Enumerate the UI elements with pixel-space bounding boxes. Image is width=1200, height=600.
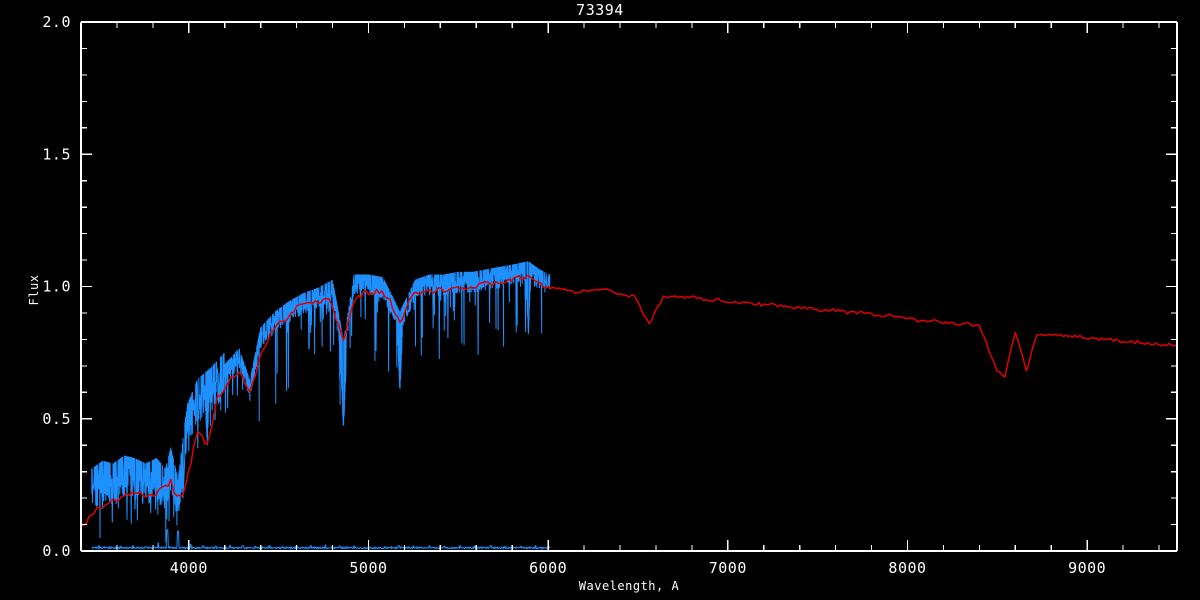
x-axis-title: Wavelength, A bbox=[579, 579, 680, 593]
observed-spectrum-line bbox=[91, 261, 551, 543]
y-tick-label: 0.5 bbox=[42, 410, 71, 428]
y-tick-label: 0.0 bbox=[42, 542, 71, 560]
x-tick-label: 7000 bbox=[709, 559, 747, 577]
x-tick-label: 4000 bbox=[170, 559, 208, 577]
y-tick-label: 1.0 bbox=[42, 278, 71, 296]
x-tick-label: 8000 bbox=[888, 559, 926, 577]
y-axis-title: Flux bbox=[27, 275, 41, 306]
error-spectrum-line bbox=[91, 529, 551, 551]
x-tick-label: 9000 bbox=[1068, 559, 1106, 577]
axis-frame bbox=[80, 21, 1178, 552]
page-title: 73394 bbox=[576, 1, 624, 19]
y-tick-label: 2.0 bbox=[42, 13, 71, 31]
y-tick-label: 1.5 bbox=[42, 145, 71, 163]
model-spectrum-line bbox=[80, 274, 1178, 527]
x-tick-label: 5000 bbox=[349, 559, 387, 577]
x-tick-label: 6000 bbox=[529, 559, 567, 577]
axes-layer: 4000 5000 6000 7000 8000 9000 0.0 0.5 1.0 1.5 2.0 bbox=[42, 13, 1178, 577]
data-series-layer bbox=[80, 261, 1178, 551]
